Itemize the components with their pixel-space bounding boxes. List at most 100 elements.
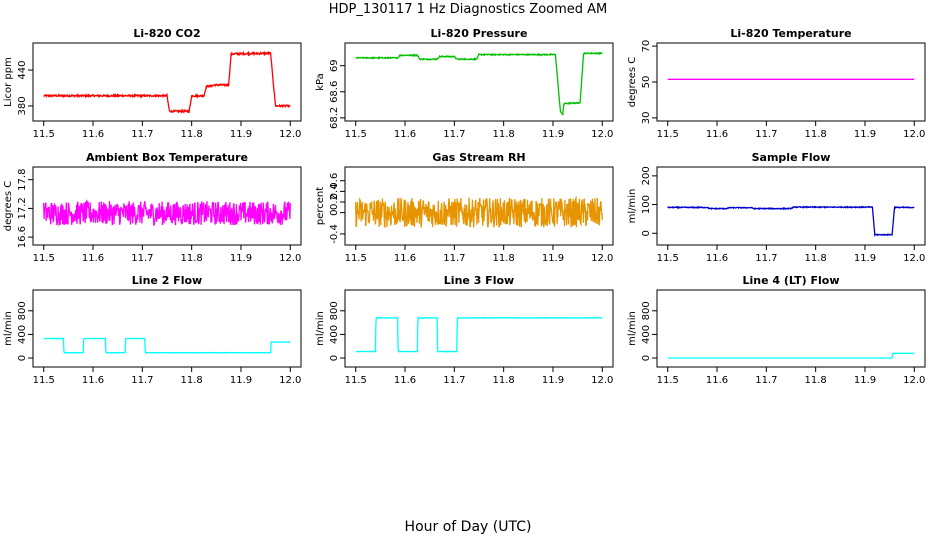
x-tick-label: 11.8 <box>181 129 203 140</box>
y-axis-label: ml/min <box>627 311 638 346</box>
panel-2: Li-820 Pressure 11.5 11.6 11.7 11.8 11.9 12.0 6… <box>315 27 614 140</box>
y-tick-label: 0 <box>329 209 340 215</box>
x-tick-label: 12.0 <box>591 129 613 140</box>
x-tick-label: 11.9 <box>542 253 564 264</box>
x-tick-label: 12.0 <box>903 253 925 264</box>
y-tick-label: 17.2 <box>17 197 28 219</box>
panel-title: Li-820 Pressure <box>431 27 528 40</box>
y-tick-label: 800 <box>17 301 28 320</box>
plot-frame <box>32 166 302 246</box>
x-tick-label: 11.7 <box>443 253 465 264</box>
panel-title: Line 4 (LT) Flow <box>743 274 840 287</box>
x-tick-label: 11.8 <box>805 375 827 386</box>
x-tick-label: 12.0 <box>279 129 301 140</box>
y-axis-label: Licor ppm <box>3 57 14 107</box>
series-line <box>667 205 915 238</box>
figure-title: HDP_130117 1 Hz Diagnostics Zoomed AM <box>329 2 608 17</box>
x-tick-label: 11.7 <box>443 375 465 386</box>
y-tick-label: 70 <box>641 40 652 53</box>
y-axis-label: kPa <box>315 73 326 91</box>
x-tick-label: 11.5 <box>345 375 367 386</box>
panel-5: Gas Stream RH 11.5 11.6 11.7 11.8 11.9 12.0 -0.… <box>315 151 614 264</box>
x-tick-label: 11.9 <box>542 375 564 386</box>
x-tick-label: 11.6 <box>706 129 728 140</box>
x-tick-label: 11.6 <box>706 375 728 386</box>
y-tick-label: 440 <box>17 60 28 79</box>
x-tick-label: 11.5 <box>657 129 679 140</box>
panel-1: Li-820 CO2 11.5 11.6 11.7 11.8 11.9 12.0 380 440… <box>3 27 302 140</box>
x-tick-label: 11.6 <box>82 129 104 140</box>
series-line <box>43 337 291 354</box>
y-tick-label: 0.4 <box>329 183 340 199</box>
panel-7: Line 2 Flow 11.5 11.6 11.7 11.8 11.9 12.0 0 400 8… <box>3 274 302 386</box>
panel-9: Line 4 (LT) Flow 11.5 11.6 11.7 11.8 11.9 12.0… <box>627 274 926 386</box>
y-axis-label: ml/min <box>627 189 638 224</box>
y-axis-label: ml/min <box>315 311 326 346</box>
panel-title: Line 2 Flow <box>132 274 202 287</box>
y-tick-label: 400 <box>329 325 340 344</box>
plot-frame <box>344 166 614 246</box>
plot-frame <box>656 42 926 122</box>
panel-6: Sample Flow 11.5 11.6 11.7 11.8 11.9 12.0 0 100 2… <box>627 151 926 264</box>
y-axis-label: ml/min <box>3 311 14 346</box>
y-tick-label: 0 <box>641 355 652 361</box>
x-tick-label: 11.8 <box>493 129 515 140</box>
y-axis-label: degrees C <box>627 57 638 107</box>
plot-frame <box>32 42 302 122</box>
x-tick-label: 11.8 <box>181 375 203 386</box>
x-tick-label: 11.5 <box>345 253 367 264</box>
y-tick-label: 17.8 <box>17 169 28 191</box>
x-tick-label: 11.8 <box>805 253 827 264</box>
y-axis-label: percent <box>315 187 326 225</box>
x-tick-label: 11.7 <box>131 375 153 386</box>
x-tick-label: 11.7 <box>755 129 777 140</box>
panel-title: Sample Flow <box>752 151 831 164</box>
y-tick-label: 16.6 <box>17 226 28 248</box>
x-tick-label: 11.6 <box>82 375 104 386</box>
plot-frame <box>344 42 614 122</box>
x-tick-label: 11.7 <box>755 253 777 264</box>
y-tick-label: 68.6 <box>329 81 340 103</box>
panel-title: Ambient Box Temperature <box>86 151 248 164</box>
x-tick-label: 12.0 <box>591 375 613 386</box>
x-tick-label: 11.9 <box>542 129 564 140</box>
x-tick-label: 11.9 <box>230 129 252 140</box>
x-tick-label: 11.8 <box>181 253 203 264</box>
x-tick-label: 11.5 <box>33 375 55 386</box>
x-tick-label: 11.9 <box>854 253 876 264</box>
panel-8: Line 3 Flow 11.5 11.6 11.7 11.8 11.9 12.0 0 400 8… <box>315 274 614 386</box>
x-tick-label: 11.7 <box>443 129 465 140</box>
y-tick-label: 100 <box>641 195 652 214</box>
x-tick-label: 12.0 <box>903 375 925 386</box>
y-tick-label: 200 <box>641 166 652 185</box>
plot-frame <box>344 289 614 368</box>
y-tick-label: 0 <box>641 230 652 236</box>
plot-frame <box>32 289 302 368</box>
x-tick-label: 11.5 <box>657 253 679 264</box>
panels: Li-820 CO2 11.5 11.6 11.7 11.8 11.9 12.0 380 440… <box>3 27 926 386</box>
y-tick-label: 69 <box>329 59 340 72</box>
panel-title: Gas Stream RH <box>432 151 525 164</box>
panel-title: Li-820 Temperature <box>730 27 851 40</box>
x-tick-label: 11.5 <box>345 129 367 140</box>
y-tick-label: 30 <box>641 112 652 125</box>
x-tick-label: 11.6 <box>394 253 416 264</box>
series-line <box>355 195 603 229</box>
series-line <box>355 51 603 116</box>
x-tick-label: 11.8 <box>493 375 515 386</box>
x-tick-label: 11.8 <box>805 129 827 140</box>
x-tick-label: 11.7 <box>131 253 153 264</box>
y-tick-label: 0 <box>329 355 340 361</box>
panel-title: Li-820 CO2 <box>133 27 200 40</box>
x-tick-label: 11.5 <box>33 129 55 140</box>
x-tick-label: 11.7 <box>131 129 153 140</box>
x-tick-label: 11.6 <box>82 253 104 264</box>
y-tick-label: 800 <box>641 301 652 320</box>
x-tick-label: 12.0 <box>279 375 301 386</box>
x-tick-label: 11.7 <box>755 375 777 386</box>
x-tick-label: 11.9 <box>230 375 252 386</box>
x-tick-label: 12.0 <box>279 253 301 264</box>
y-tick-label: -0.4 <box>329 224 340 244</box>
x-tick-label: 11.8 <box>493 253 515 264</box>
y-axis-label: degrees C <box>3 181 14 231</box>
